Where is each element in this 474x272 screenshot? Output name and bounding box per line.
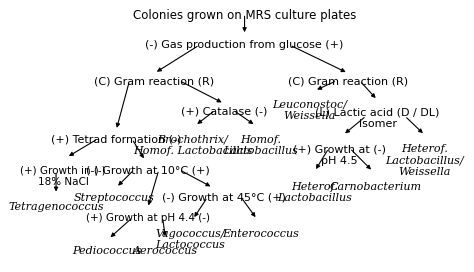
Text: (-) Growth at 10°C (+): (-) Growth at 10°C (+)	[86, 166, 210, 176]
Text: Tetragenococcus: Tetragenococcus	[8, 202, 104, 212]
Text: (-) Growth at 45°C (+): (-) Growth at 45°C (+)	[162, 193, 286, 203]
Text: Homof.
Lactobacillus: Homof. Lactobacillus	[223, 135, 298, 156]
Text: Enterococcus: Enterococcus	[222, 229, 299, 239]
Text: (+) Growth at (-)
pH 4.5: (+) Growth at (-) pH 4.5	[293, 144, 386, 166]
Text: Carnobacterium: Carnobacterium	[329, 182, 421, 192]
Text: (L) Lactic acid (D / DL)
isomer: (L) Lactic acid (D / DL) isomer	[315, 108, 440, 129]
Text: Colonies grown on MRS culture plates: Colonies grown on MRS culture plates	[133, 10, 356, 23]
Text: Aerococcus: Aerococcus	[133, 246, 198, 256]
Text: (C) Gram reaction (R): (C) Gram reaction (R)	[94, 77, 214, 87]
Text: Leuconostoc/
Weissella: Leuconostoc/ Weissella	[273, 100, 347, 121]
Text: (+) Tetrad formation (-): (+) Tetrad formation (-)	[51, 135, 181, 145]
Text: Pediococcus: Pediococcus	[73, 246, 142, 256]
Text: (+) Growth at pH 4.4 (-): (+) Growth at pH 4.4 (-)	[86, 213, 210, 223]
Text: Heterof.
Lactobacillus/
Weissella: Heterof. Lactobacillus/ Weissella	[386, 144, 464, 177]
Text: (+) Growth in (-)
18% NaCl: (+) Growth in (-) 18% NaCl	[20, 166, 106, 187]
Text: Vagococcus/
Lactococcus: Vagococcus/ Lactococcus	[155, 229, 225, 251]
Text: (+) Catalase (-): (+) Catalase (-)	[181, 106, 267, 116]
Text: (C) Gram reaction (R): (C) Gram reaction (R)	[288, 77, 408, 87]
Text: Heterof.
Lactobacillus: Heterof. Lactobacillus	[277, 182, 352, 203]
Text: Brochothrix/
Homof. Lactobacillus: Brochothrix/ Homof. Lactobacillus	[133, 135, 252, 156]
Text: (-) Gas production from glucose (+): (-) Gas production from glucose (+)	[146, 41, 344, 50]
Text: Streptococcus: Streptococcus	[73, 193, 154, 203]
